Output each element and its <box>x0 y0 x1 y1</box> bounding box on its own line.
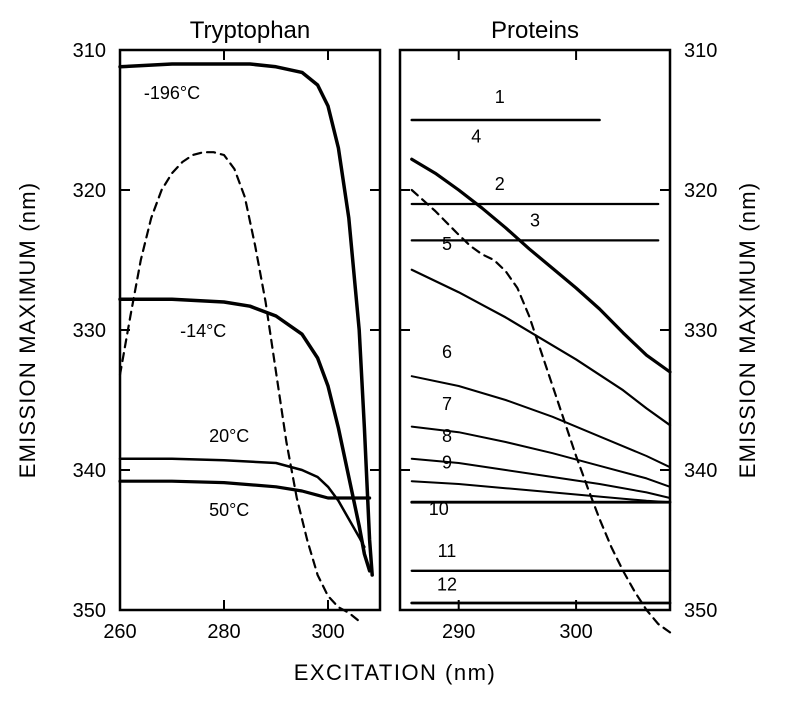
y-tick-label-left: 350 <box>73 600 106 622</box>
right-panel-curve-label: 7 <box>442 394 452 414</box>
y-axis-label-right: EMISSION MAXIMUM (nm) <box>735 182 760 479</box>
left-panel-curve-label: -196°C <box>144 83 200 103</box>
left-panel-curve-label: 20°C <box>209 426 249 446</box>
x-tick-label: 300 <box>311 621 344 643</box>
right-panel-curve-9 <box>412 481 670 502</box>
right-panel-curve-label: 8 <box>442 426 452 446</box>
right-panel-curve-label: 6 <box>442 342 452 362</box>
x-tick-label: 300 <box>559 621 592 643</box>
left-panel-curve-50°C <box>120 481 370 498</box>
y-axis-label-left: EMISSION MAXIMUM (nm) <box>15 182 40 479</box>
y-tick-label-right: 340 <box>684 460 717 482</box>
left-panel-curve-label: -14°C <box>180 321 226 341</box>
left-panel-title: Tryptophan <box>190 17 311 44</box>
right-panel-curve-label: 4 <box>471 126 481 146</box>
y-tick-label-right: 350 <box>684 600 717 622</box>
left-panel-frame <box>120 50 380 610</box>
x-tick-label: 260 <box>103 621 136 643</box>
right-panel-curve-label: 11 <box>438 541 457 561</box>
y-tick-label-left: 310 <box>73 40 106 62</box>
x-axis-label: EXCITATION (nm) <box>294 660 497 685</box>
right-panel-title: Proteins <box>491 17 579 44</box>
chart-svg: Tryptophan260280300310320330340350-196°C… <box>0 0 800 717</box>
left-panel-curve-idx4 <box>120 152 359 621</box>
right-panel-curve-label: 1 <box>495 87 505 107</box>
y-tick-label-left: 330 <box>73 320 106 342</box>
x-tick-label: 290 <box>442 621 475 643</box>
y-tick-label-right: 330 <box>684 320 717 342</box>
right-panel-curve-label: 3 <box>530 210 540 230</box>
y-tick-label-right: 310 <box>684 40 717 62</box>
right-panel-curve-4 <box>412 159 670 372</box>
left-panel-curve-label: 50°C <box>209 500 249 520</box>
right-panel-curve-label: 2 <box>495 174 505 194</box>
right-panel-curve-label: 12 <box>437 574 457 594</box>
y-tick-label-right: 320 <box>684 180 717 202</box>
y-tick-label-left: 320 <box>73 180 106 202</box>
y-tick-label-left: 340 <box>73 460 106 482</box>
right-panel-curve-label: 9 <box>442 453 452 473</box>
right-panel-frame <box>400 50 670 610</box>
figure: Tryptophan260280300310320330340350-196°C… <box>0 0 800 717</box>
right-panel-curve-label: 5 <box>442 234 452 254</box>
x-tick-label: 280 <box>207 621 240 643</box>
right-panel-curve-label: 10 <box>429 499 449 519</box>
